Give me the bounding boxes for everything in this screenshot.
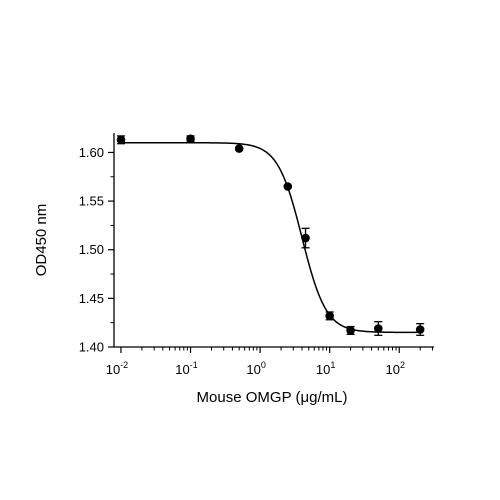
fit-curve-layer [120,141,424,334]
data-point [415,323,425,336]
x-tick-label: 10-2 [106,360,128,377]
fit-curve [120,141,424,334]
x-tick-label: 10-1 [175,360,197,377]
data-point [234,144,244,153]
axes [113,133,434,348]
data-point [116,135,126,145]
point-marker [346,326,355,335]
data-points-layer [116,134,425,336]
point-marker [415,325,425,334]
y-tick-label: 1.50 [79,242,104,257]
point-marker [116,135,126,145]
point-marker [301,233,310,243]
x-axis-label: Mouse OMGP (μg/mL) [197,389,348,406]
y-tick-label: 1.40 [79,340,104,355]
x-tick-label: 100 [246,360,265,377]
point-marker [186,134,195,144]
data-point [373,321,383,336]
y-tick-label: 1.45 [79,291,104,306]
data-point [325,311,334,321]
y-axis-ticks: 1.40 1.45 1.50 1.55 1.60 [79,145,114,355]
x-tick-label: 102 [385,360,404,377]
y-tick-label: 1.60 [79,145,104,160]
point-marker [325,311,334,321]
y-tick-label: 1.55 [79,194,104,209]
y-axis-label: OD450 nm [33,204,50,277]
x-tick-label: 101 [316,360,335,377]
data-point [346,325,355,336]
data-point [186,134,195,144]
data-point [283,182,293,191]
data-point [301,227,310,249]
point-marker [373,324,383,333]
point-marker [234,144,244,153]
x-axis-ticks: 10-2 10-1 100 101 102 [106,347,433,377]
point-marker [283,182,293,191]
